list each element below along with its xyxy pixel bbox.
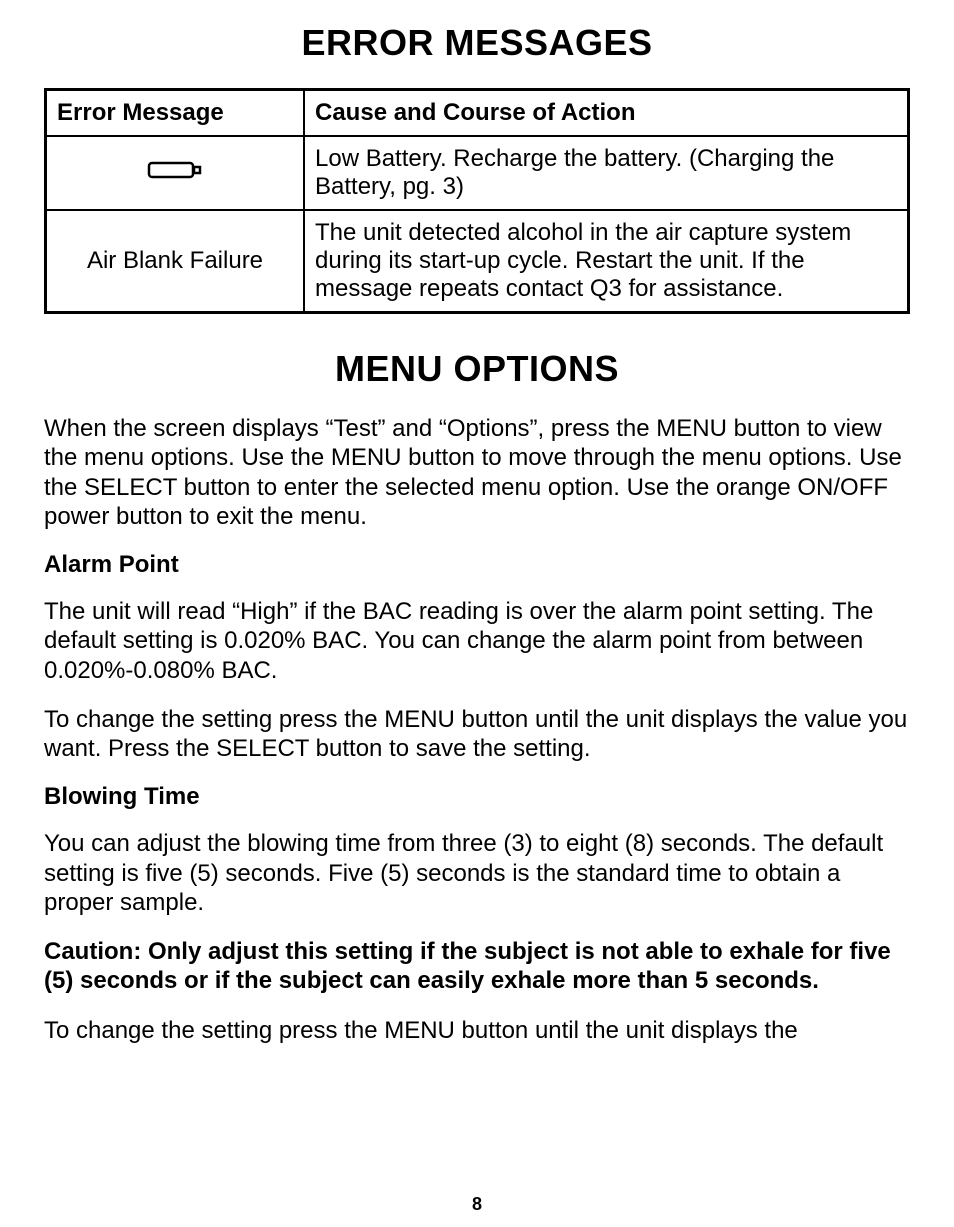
blowing-time-caution: Caution: Only adjust this setting if the… <box>44 937 910 996</box>
table-row: Low Battery. Recharge the battery. (Char… <box>46 136 909 210</box>
menu-options-intro: When the screen displays “Test” and “Opt… <box>44 414 910 531</box>
error-messages-title: ERROR MESSAGES <box>44 22 910 64</box>
table-header-error-message: Error Message <box>46 90 305 137</box>
table-row: Air Blank Failure The unit detected alco… <box>46 210 909 313</box>
alarm-point-paragraph-2: To change the setting press the MENU but… <box>44 705 910 764</box>
error-messages-table: Error Message Cause and Course of Action… <box>44 88 910 314</box>
error-message-cell-air-blank: Air Blank Failure <box>46 210 305 313</box>
blowing-time-paragraph-2: To change the setting press the MENU but… <box>44 1016 910 1045</box>
error-cause-cell: The unit detected alcohol in the air cap… <box>304 210 909 313</box>
battery-low-icon <box>147 158 203 189</box>
blowing-time-heading: Blowing Time <box>44 783 910 811</box>
alarm-point-paragraph-1: The unit will read “High” if the BAC rea… <box>44 597 910 685</box>
table-header-row: Error Message Cause and Course of Action <box>46 90 909 137</box>
error-cause-cell: Low Battery. Recharge the battery. (Char… <box>304 136 909 210</box>
error-message-cell-battery <box>46 136 305 210</box>
table-header-cause: Cause and Course of Action <box>304 90 909 137</box>
page-container: ERROR MESSAGES Error Message Cause and C… <box>0 0 954 1227</box>
page-number: 8 <box>0 1194 954 1215</box>
alarm-point-heading: Alarm Point <box>44 551 910 579</box>
blowing-time-paragraph-1: You can adjust the blowing time from thr… <box>44 829 910 917</box>
menu-options-title: MENU OPTIONS <box>44 348 910 390</box>
